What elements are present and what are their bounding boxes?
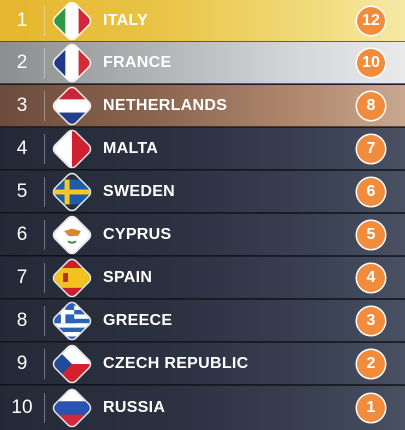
country-name: CYPRUS: [103, 225, 172, 243]
country-name: ITALY: [103, 11, 149, 29]
rank-divider: [44, 393, 45, 423]
rank-divider: [44, 47, 45, 78]
greece-flag-icon: [52, 300, 92, 341]
france-flag-icon: [52, 42, 92, 83]
points-badge: 4: [357, 263, 385, 292]
country-name: MALTA: [103, 139, 159, 157]
italy-flag-icon: [52, 0, 92, 41]
country-name: FRANCE: [103, 53, 172, 71]
country-name: SWEDEN: [103, 182, 176, 200]
rank-number: 2: [16, 51, 28, 73]
country-name: SPAIN: [103, 268, 153, 286]
rank-number: 6: [16, 223, 28, 245]
rank-number: 7: [16, 266, 28, 288]
rank-number: 8: [16, 309, 28, 331]
rank-number: 9: [16, 352, 28, 374]
rank-number: 5: [16, 180, 28, 202]
scoreboard-row-7: 7 SPAIN 4: [0, 257, 405, 299]
scoreboard-row-6: 6 CYPRUS 5: [0, 214, 405, 256]
cyprus-flag-icon: [52, 214, 92, 255]
points-badge: 10: [357, 48, 385, 77]
scoreboard-row-1: 1 ITALY 12: [0, 0, 405, 42]
scoreboard-row-10: 10 RUSSIA 1: [0, 386, 405, 430]
points-badge: 7: [357, 134, 385, 163]
czech-flag-icon: [52, 343, 92, 384]
rank-divider: [44, 305, 45, 336]
country-name: RUSSIA: [103, 399, 166, 416]
rank-number: 1: [16, 9, 28, 31]
points-badge: 6: [357, 177, 385, 206]
points-badge: 3: [357, 306, 385, 335]
rank-number: 10: [11, 397, 33, 418]
country-name: CZECH REPUBLIC: [103, 354, 249, 372]
sweden-flag-icon: [52, 172, 92, 212]
malta-flag-icon: [52, 128, 92, 169]
rank-divider: [44, 5, 45, 36]
points-badge: 8: [357, 91, 385, 120]
rank-divider: [44, 262, 45, 293]
country-name: NETHERLANDS: [103, 96, 228, 114]
scoreboard-row-9: 9 CZECH REPUBLIC 2: [0, 343, 405, 385]
netherlands-flag-icon: [52, 85, 92, 126]
rank-divider: [44, 90, 45, 121]
country-name: GREECE: [103, 311, 173, 329]
points-badge: 2: [357, 349, 385, 378]
rank-divider: [44, 219, 45, 250]
scoreboard-row-3: 3 NETHERLANDS 8: [0, 85, 405, 127]
rank-divider: [44, 176, 45, 207]
russia-flag-icon: [52, 388, 92, 428]
rank-divider: [44, 133, 45, 164]
rank-divider: [44, 348, 45, 379]
rank-number: 3: [16, 94, 28, 116]
scoreboard-row-4: 4 MALTA 7: [0, 128, 405, 170]
spain-flag-icon: [52, 257, 92, 298]
rank-number: 4: [16, 137, 28, 159]
points-badge: 1: [357, 394, 385, 422]
scoreboard-row-5: 5 SWEDEN 6: [0, 171, 405, 213]
scoreboard-row-8: 8 GREECE 3: [0, 300, 405, 342]
points-badge: 5: [357, 220, 385, 249]
scoreboard-row-2: 2 FRANCE 10: [0, 42, 405, 84]
points-badge: 12: [357, 6, 385, 35]
